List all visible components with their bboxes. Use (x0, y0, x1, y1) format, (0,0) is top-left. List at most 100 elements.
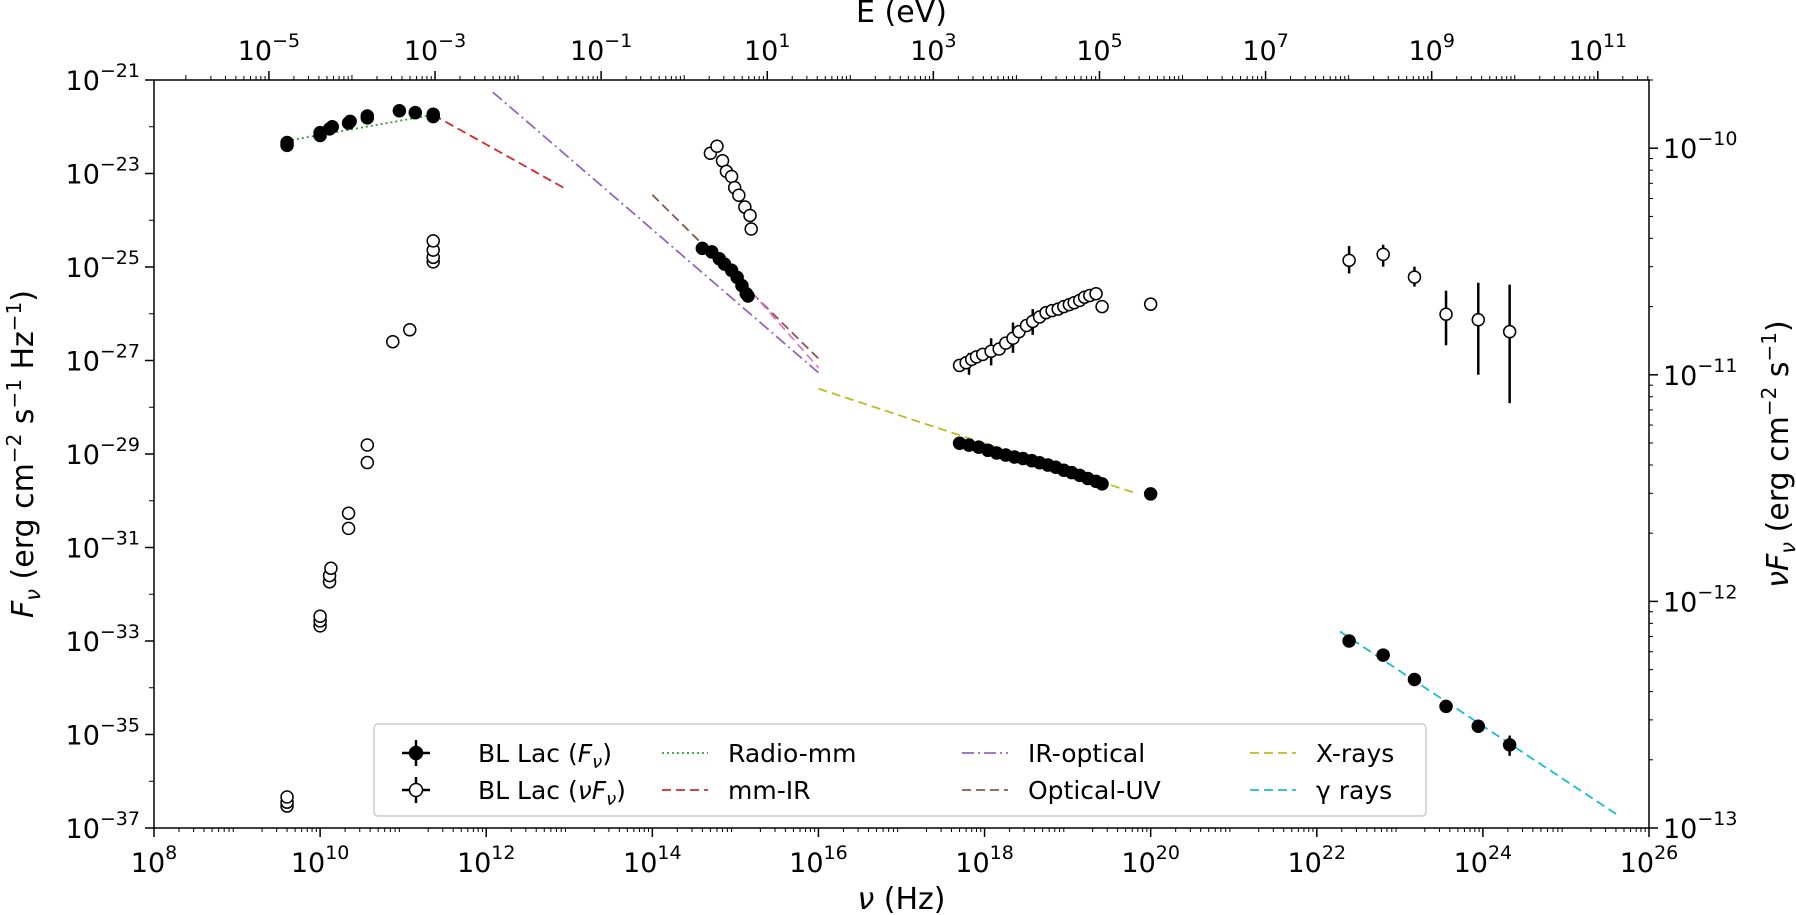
fnu-point-13 (426, 109, 440, 124)
nufnu-point-10 (341, 506, 356, 520)
fnu-point-22 (741, 289, 755, 303)
x-tick-label-7: 1022 (1288, 842, 1347, 879)
y-axis-label-unit-d: ) (6, 290, 41, 302)
fnu-point-7 (343, 114, 357, 129)
legend-entry-5: Optical-UV (962, 776, 1161, 805)
nufnu-point-12 (360, 438, 375, 452)
legend-label-7: γ rays (1316, 776, 1392, 805)
legend-label-2: Radio-mm (728, 739, 856, 768)
right-axis-label-subscript: ν (1776, 542, 1796, 554)
legend-entry-2: Radio-mm (662, 739, 856, 768)
top-tick-label-8: 1011 (1569, 30, 1628, 67)
y-axis-label-symbol: F (6, 600, 41, 618)
right-tick-label-2: 10−12 (1663, 581, 1737, 618)
nufnu-point-28 (744, 222, 758, 236)
y-tick-label-1: 10−23 (66, 154, 140, 191)
right-axis-label-unit-b: s (1761, 361, 1796, 386)
right-axis-label-unit-c: ) (1761, 320, 1796, 332)
y-tick-label-2: 10−25 (66, 247, 140, 284)
legend-label-5: Optical-UV (1028, 776, 1161, 805)
fnu-point-9 (360, 109, 375, 123)
fnu-point-47 (1502, 738, 1517, 752)
top-tick-label-5: 105 (1076, 30, 1122, 67)
nufnu-point-53 (1143, 297, 1158, 311)
nufnu-point-8 (324, 561, 338, 576)
nufnu-point-58 (1471, 312, 1486, 327)
x-tick-label-5: 1018 (955, 842, 1014, 879)
top-tick-label-4: 103 (910, 30, 956, 67)
legend-entry-3: mm-IR (662, 776, 810, 805)
legend-label-4: IR-optical (1028, 739, 1145, 768)
y-tick-label-6: 10−33 (66, 621, 140, 658)
legend-label-1: BL Lac (νFν) (478, 776, 626, 810)
plot-frame (153, 79, 1650, 829)
nufnu-point-55 (1376, 247, 1390, 262)
fit-line-0 (286, 113, 434, 142)
legend-entry-0: BL Lac (Fν) (402, 739, 612, 773)
y-axis-label-exp-a: −2 (2, 434, 26, 463)
y-tick-label-5: 10−31 (66, 528, 140, 565)
nufnu-point-52 (1095, 299, 1109, 314)
x-tick-label-8: 1024 (1454, 842, 1513, 879)
x-tick-label-3: 1014 (623, 842, 682, 879)
fnu-point-5 (325, 120, 339, 134)
top-tick-label-6: 107 (1242, 30, 1288, 67)
fnu-point-43 (1376, 648, 1390, 662)
right-axis-label-exp-a: −2 (1757, 387, 1781, 416)
nufnu-point-5 (313, 609, 327, 623)
legend-filled-marker (408, 745, 424, 761)
nufnu-point-20 (710, 139, 724, 154)
data-points (280, 103, 1517, 813)
nufnu-point-51 (1089, 286, 1103, 301)
fnu-point-42 (1342, 634, 1356, 648)
nufnu-point-59 (1502, 324, 1517, 339)
top-tick-label-7: 109 (1408, 30, 1454, 67)
legend-open-marker (408, 782, 424, 798)
legend-box (373, 723, 1427, 817)
legend-entry-1: BL Lac (νFν) (402, 776, 626, 810)
x-axis-label: ν (Hz) (857, 882, 945, 915)
x-tick-label-4: 1016 (789, 842, 848, 879)
y-axis-label-subscript: ν (21, 589, 45, 601)
fnu-point-10 (392, 103, 407, 118)
y-tick-label-7: 10−35 (66, 715, 140, 752)
nufnu-point-25 (732, 188, 746, 203)
nufnu-point-57 (1439, 307, 1453, 322)
y-axis-label-unit-a: (erg cm (6, 463, 41, 589)
fit-line-1 (432, 114, 564, 189)
right-tick-label-1: 10−11 (1663, 355, 1737, 392)
right-axis-label-exp-b: −1 (1757, 332, 1781, 361)
legend-items: BL Lac (Fν)BL Lac (νFν) Radio-mm mm-IR IR-o… (402, 739, 1394, 810)
top-tick-label-0: 10−5 (238, 30, 300, 67)
nufnu-point-14 (402, 323, 417, 337)
nufnu-point-9 (341, 521, 356, 536)
x-tick-label-0: 108 (131, 842, 177, 879)
y-axis-label-unit-b: s (6, 409, 41, 434)
y-axis-label-unit-c: Hz (6, 331, 41, 379)
fit-line-2 (492, 91, 820, 374)
y-tick-label-8: 10−37 (66, 808, 140, 845)
right-axis-label-unit-a: (erg cm (1761, 416, 1796, 542)
y-tick-label-4: 10−29 (66, 434, 140, 471)
y-tick-label-0: 10−21 (66, 60, 140, 97)
nufnu-point-23 (724, 169, 739, 184)
top-axis-label: E (eV) (856, 0, 947, 30)
right-axis-label: νFν (erg cm−2 s−1) (1757, 320, 1796, 587)
nufnu-point-18 (426, 234, 440, 248)
nufnu-point-13 (386, 334, 400, 349)
legend: BL Lac (Fν)BL Lac (νFν) Radio-mm mm-IR IR-o… (373, 723, 1427, 817)
fnu-point-41 (1143, 487, 1158, 501)
fnu-point-40 (1095, 477, 1109, 491)
y-axis-label-exp-c: −1 (2, 302, 26, 331)
fnu-point-46 (1471, 719, 1486, 734)
x-axis-label-symbol: ν (857, 882, 874, 915)
legend-entry-4: IR-optical (962, 739, 1145, 768)
right-tick-label-0: 10−10 (1663, 128, 1737, 165)
fnu-point-11 (408, 105, 423, 120)
right-axis-label-symbol: νF (1761, 553, 1796, 588)
legend-entry-7: γ rays (1250, 776, 1392, 805)
nufnu-point-56 (1407, 270, 1422, 284)
x-axis-label-unit: (Hz) (874, 882, 945, 915)
fnu-point-45 (1439, 699, 1453, 714)
